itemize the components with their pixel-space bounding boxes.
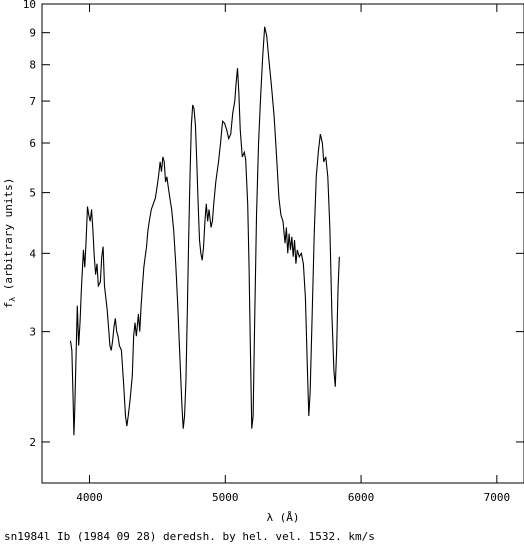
y-axis: 2 3 4 5 6 7 8 9 10 — [23, 0, 524, 449]
y-tick-label: 5 — [29, 187, 36, 200]
y-tick-label: 4 — [29, 247, 36, 260]
y-tick-label: 6 — [29, 137, 36, 150]
x-tick-label: 7000 — [484, 491, 511, 504]
y-axis-label: fλ (arbitrary units) — [2, 178, 17, 309]
y-axis-label-main: f — [2, 302, 15, 309]
y-axis-label-sub: λ — [8, 297, 17, 302]
x-tick-label: 4000 — [76, 491, 103, 504]
x-axis-label: λ (Å) — [266, 511, 299, 524]
y-tick-label: 9 — [29, 27, 36, 40]
x-tick-label: 6000 — [348, 491, 375, 504]
x-tick-label: 5000 — [212, 491, 239, 504]
chart-caption: sn1984l Ib (1984 09 28) deredsh. by hel.… — [4, 530, 375, 543]
y-axis-label-rest: (arbitrary units) — [2, 178, 15, 297]
y-tick-label: 7 — [29, 95, 36, 108]
spectrum-line — [69, 26, 340, 436]
y-tick-label: 2 — [29, 436, 36, 449]
y-tick-label: 3 — [29, 326, 36, 339]
y-tick-label: 10 — [23, 0, 36, 11]
x-axis: 4000 5000 6000 7000 — [76, 4, 510, 504]
y-tick-label: 8 — [29, 59, 36, 72]
plot-frame — [41, 3, 524, 484]
